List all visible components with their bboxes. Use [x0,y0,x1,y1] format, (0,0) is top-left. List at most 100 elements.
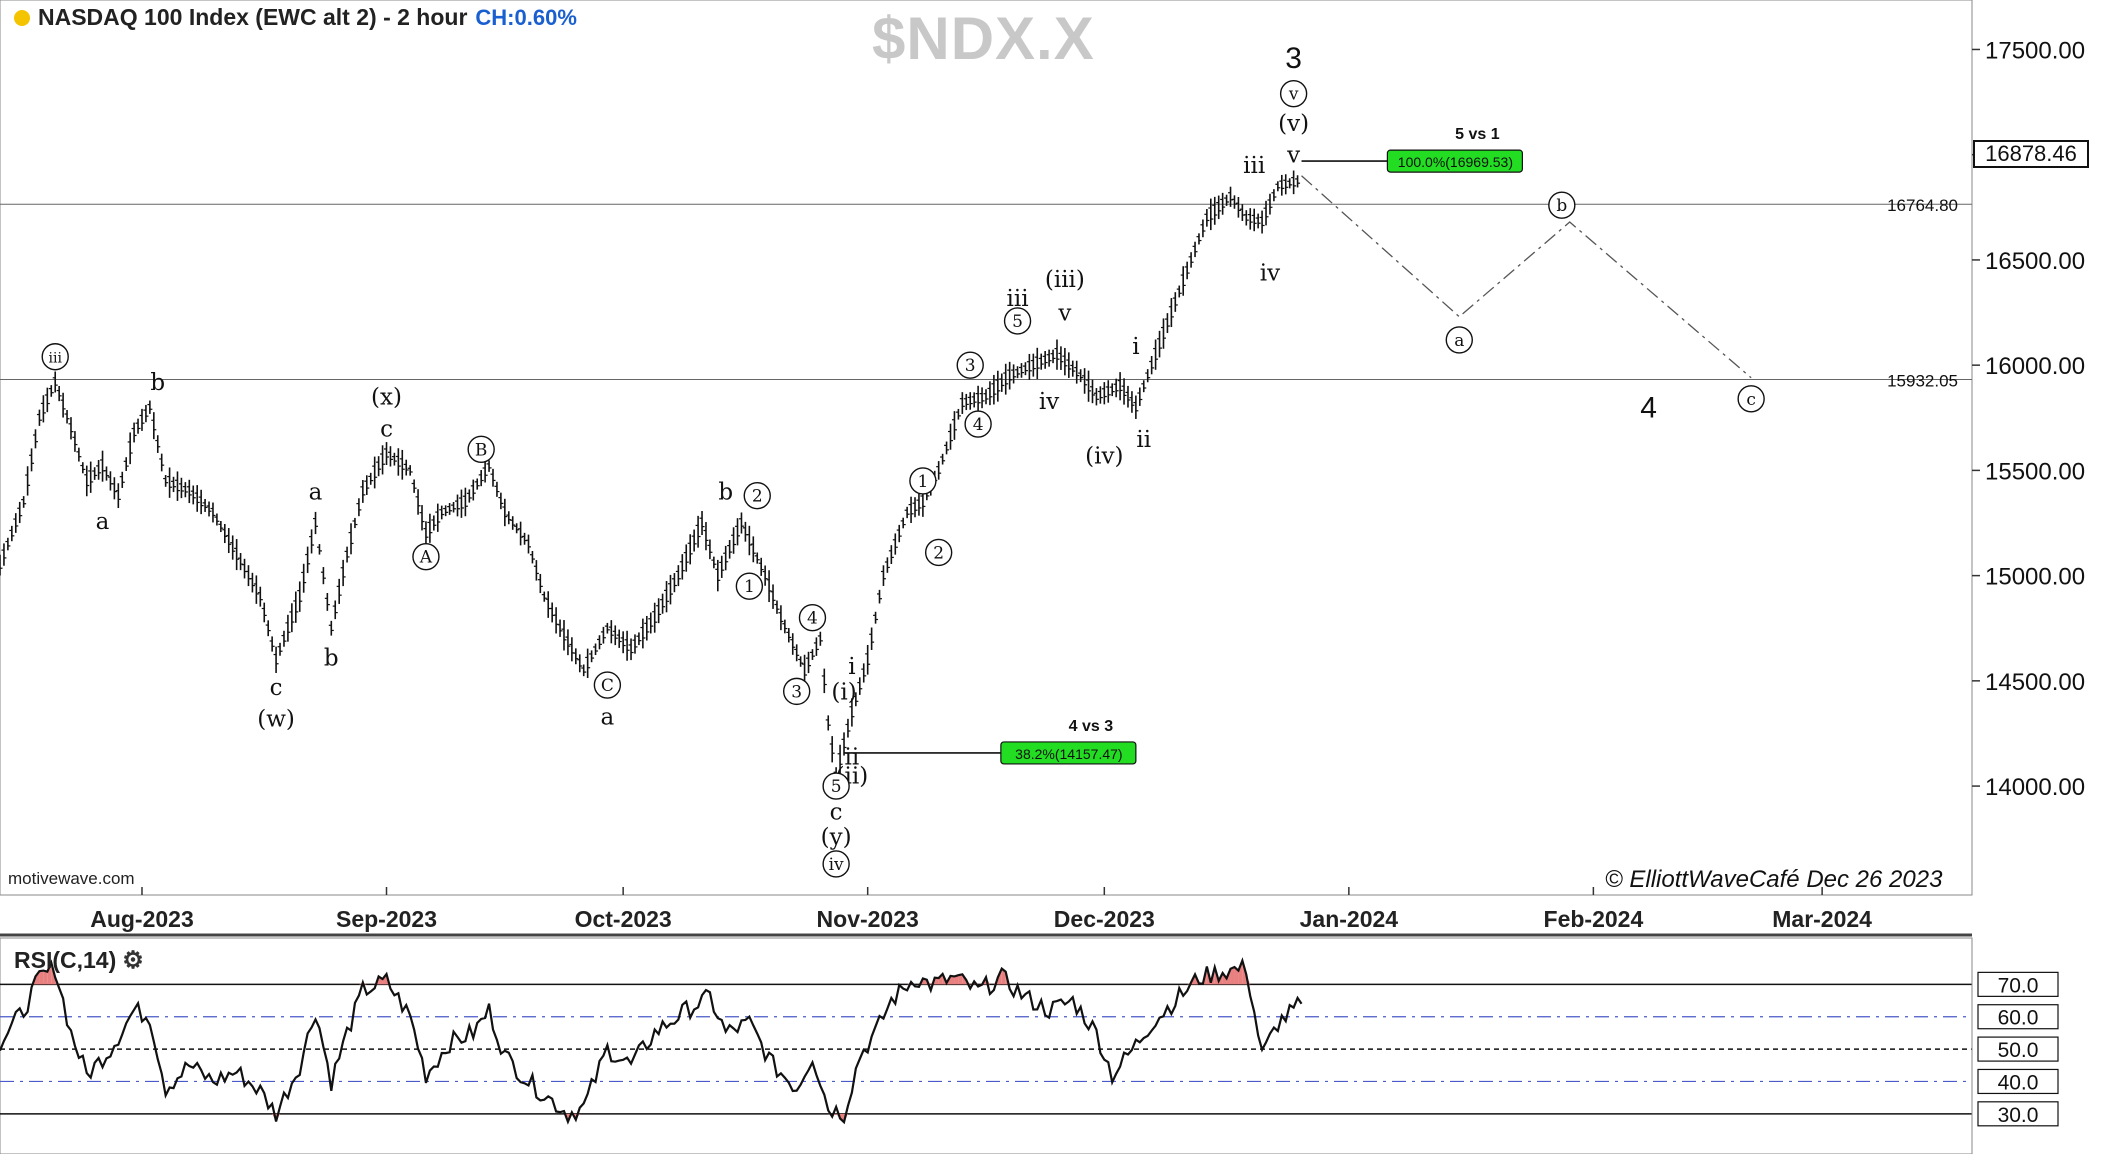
wave-label: ii [1136,427,1151,453]
horizontal-line-label: 15932.05 [1887,371,1958,390]
wave-circle [1279,79,1308,108]
horizontal-lines: 16764.80 15932.05 [0,196,1972,390]
fib-box-label: 100.0%(16969.53) [1398,154,1513,170]
price-tick-label: 15500.00 [1985,458,2085,485]
wave-circle [909,467,937,495]
fib-note: 5 vs 1 [1455,126,1500,143]
wave-label: b [324,646,339,672]
wave-label: i [848,654,855,680]
wave-label: c [380,416,393,442]
rsi-level-label: 60.0 [1998,1007,2039,1030]
wave-label: 2 [752,487,763,507]
rsi-level-box [1977,1068,2059,1095]
wave-label: (iv) [1085,444,1123,470]
wave-circle [1445,326,1473,354]
time-tick-label: Feb-2024 [1544,906,1644,932]
main-panel [0,0,1973,896]
wave-label: 5 [1012,312,1023,332]
rsi-overbought-fill [43,970,48,985]
wave-label: 1 [917,472,928,492]
rsi-level-label: 70.0 [1998,974,2039,997]
price-bars [0,170,1301,784]
wave-label: c [830,799,843,825]
time-tick-label: Mar-2024 [1772,906,1872,932]
rsi-line [0,957,1303,1125]
rsi-overbought-fill [1230,967,1235,985]
price-tick-label: 15000.00 [1985,564,2085,591]
wave-circle [412,542,440,571]
time-tick-label: Dec-2023 [1054,906,1155,932]
wave-circle [41,343,69,371]
wave-label: (i) [831,679,856,705]
rsi-overbought-fill [1001,968,1006,985]
wave-circle [467,435,495,464]
wave-circle [924,538,953,567]
wave-label: iii [1243,153,1265,179]
rsi-overbought-fill [958,974,963,985]
wave-label: iv [829,855,844,875]
wave-label: a [96,509,110,535]
rsi-overbought-fill [1234,967,1239,985]
rsi-level-box [1977,1036,2059,1062]
wave-circle [798,604,827,632]
rsi-label-text: RSI(C,14) [14,947,117,973]
wave-label: (x) [371,385,402,411]
price-tick-label: 17500.00 [1985,37,2085,64]
wave-label: 3 [965,356,976,376]
time-tick-label: Aug-2023 [90,906,194,932]
wave-label: iii [48,351,62,367]
wave-label: C [601,676,614,696]
rsi-level-label: 40.0 [1998,1071,2039,1094]
wave-circle [956,351,984,379]
wave-label: b [718,479,733,505]
rsi-panel [0,937,1973,1154]
wave-label: i [1132,334,1139,360]
rsi-overbought-fill [47,962,52,985]
rsi-level-box [1977,971,2059,997]
current-price-tag: 16878.46 [1973,140,2089,168]
wave-label: 1 [744,577,755,597]
time-tick-label: Sep-2023 [336,906,437,932]
wave-label: v [1057,301,1071,327]
wave-label: b [1556,196,1567,216]
fib-box [1386,149,1523,173]
wave-circle [735,572,764,600]
wave-label: a [309,479,323,505]
wave-label: iv [1039,389,1059,415]
wave-label: A [419,548,433,568]
wave-label: c [1746,390,1756,410]
wave-label: B [475,440,488,460]
wave-label: 2 [933,543,944,563]
price-tick-label: 14000.00 [1985,774,2085,801]
wave-circle [593,671,622,699]
price-axis: 17500.0017000.0016500.0016000.0015500.00… [1971,0,2085,895]
wave-label: (v) [1278,111,1309,137]
time-axis: Aug-2023 Sep-2023 Oct-2023 Nov-2023 Dec-2023… [90,887,1872,932]
horizontal-line-label: 16764.80 [1887,196,1958,215]
rsi-overbought-fill [934,977,939,985]
price-tick-label: 16000.00 [1985,353,2085,380]
title-text: NASDAQ 100 Index (EWC alt 2) - 2 hour [38,4,468,30]
wave-label: 5 [831,777,842,797]
gear-icon[interactable]: ⚙ [122,947,144,974]
time-tick-label: Nov-2023 [817,906,919,932]
rsi-level-box [1977,1101,2059,1127]
change-text: CH:0.60% [475,4,577,30]
price-tick-label: 14500.00 [1985,669,2085,696]
chart-title: NASDAQ 100 Index (EWC alt 2) - 2 hour CH… [14,4,577,31]
wave-label: c [270,675,283,701]
symbol-watermark: $NDX.X [872,5,1095,72]
wave-circle [1548,191,1576,219]
wave-circle [782,677,811,706]
wave-label: (iii) [1045,267,1085,293]
rsi-overbought-fill [35,971,40,985]
wave-label: v [1288,85,1299,105]
fib-note: 4 vs 3 [1069,718,1114,735]
wave-label: 3 [1285,42,1302,75]
wave-label: b [150,370,165,396]
wave-label: 4 [973,415,984,435]
wave-label: (y) [821,825,852,851]
wave-circle [964,410,992,438]
